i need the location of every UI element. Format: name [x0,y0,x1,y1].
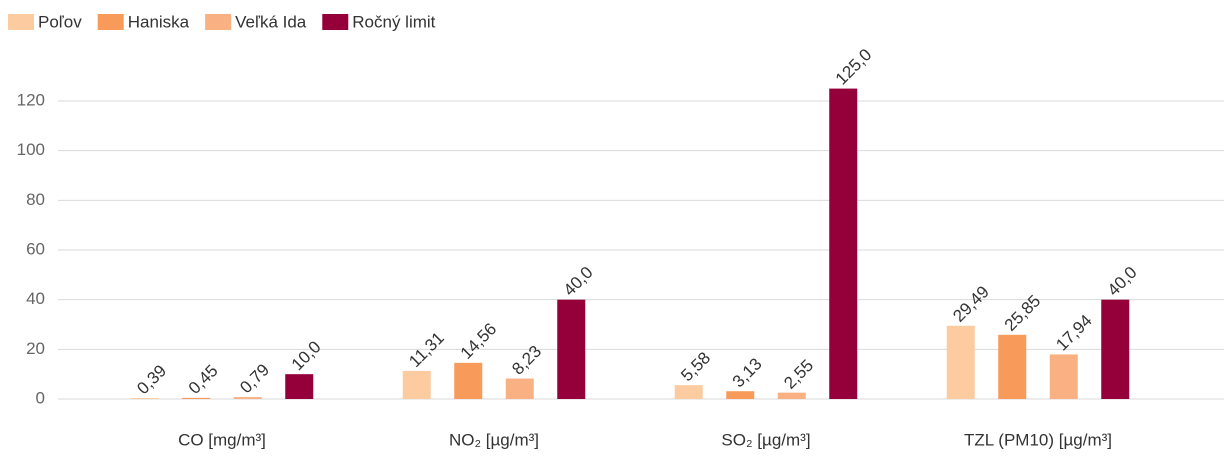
y-tick-label: 0 [36,388,45,407]
y-tick-label: 120 [17,90,45,109]
data-label: 8,23 [508,342,545,379]
bar [1101,299,1130,399]
y-tick-label: 60 [26,239,45,258]
data-label: 0,45 [185,361,222,398]
x-tick-label: CO [mg/m³] [178,430,266,449]
y-tick-label: 40 [26,289,45,308]
bar [402,370,431,399]
legend-swatch [205,14,232,30]
x-tick-label: TZL (PM10) [µg/m³] [964,430,1112,449]
legend-swatch [97,14,124,30]
data-label: 10,0 [288,337,325,374]
bar [674,385,703,399]
bar [998,334,1027,399]
x-tick-label: NO₂ [µg/m³] [449,430,539,449]
bar [829,88,858,399]
data-label: 17,94 [1052,311,1096,355]
bar [1049,354,1078,399]
data-label: 2,55 [780,356,817,393]
y-tick-label: 80 [26,190,45,209]
bar [454,362,483,399]
data-label: 0,79 [236,360,273,397]
data-label: 5,58 [677,348,714,385]
bar [726,391,755,399]
legend-label: Veľká Ida [235,12,307,31]
data-label: 25,85 [1001,291,1045,335]
data-label: 3,13 [729,354,766,391]
bar [777,392,806,399]
bar [557,299,586,399]
legend-label: Haniska [128,12,190,31]
data-label: 29,49 [949,282,993,326]
data-label: 40,0 [560,263,597,300]
data-label: 14,56 [457,319,501,363]
legend-swatch [8,14,34,30]
y-tick-label: 20 [26,339,45,358]
legend-label: Ročný limit [352,12,435,31]
data-label: 40,0 [1104,263,1141,300]
bar [285,374,314,399]
bar [505,378,534,399]
y-tick-label: 100 [17,140,45,159]
data-label: 0,39 [133,361,170,398]
legend-label: Poľov [38,12,82,31]
x-tick-label: SO₂ [µg/m³] [721,430,810,449]
legend-swatch [322,14,349,30]
bar [233,397,262,399]
bar [182,397,211,399]
bar [946,325,975,399]
bar [130,398,159,399]
data-label: 125,0 [832,45,876,89]
